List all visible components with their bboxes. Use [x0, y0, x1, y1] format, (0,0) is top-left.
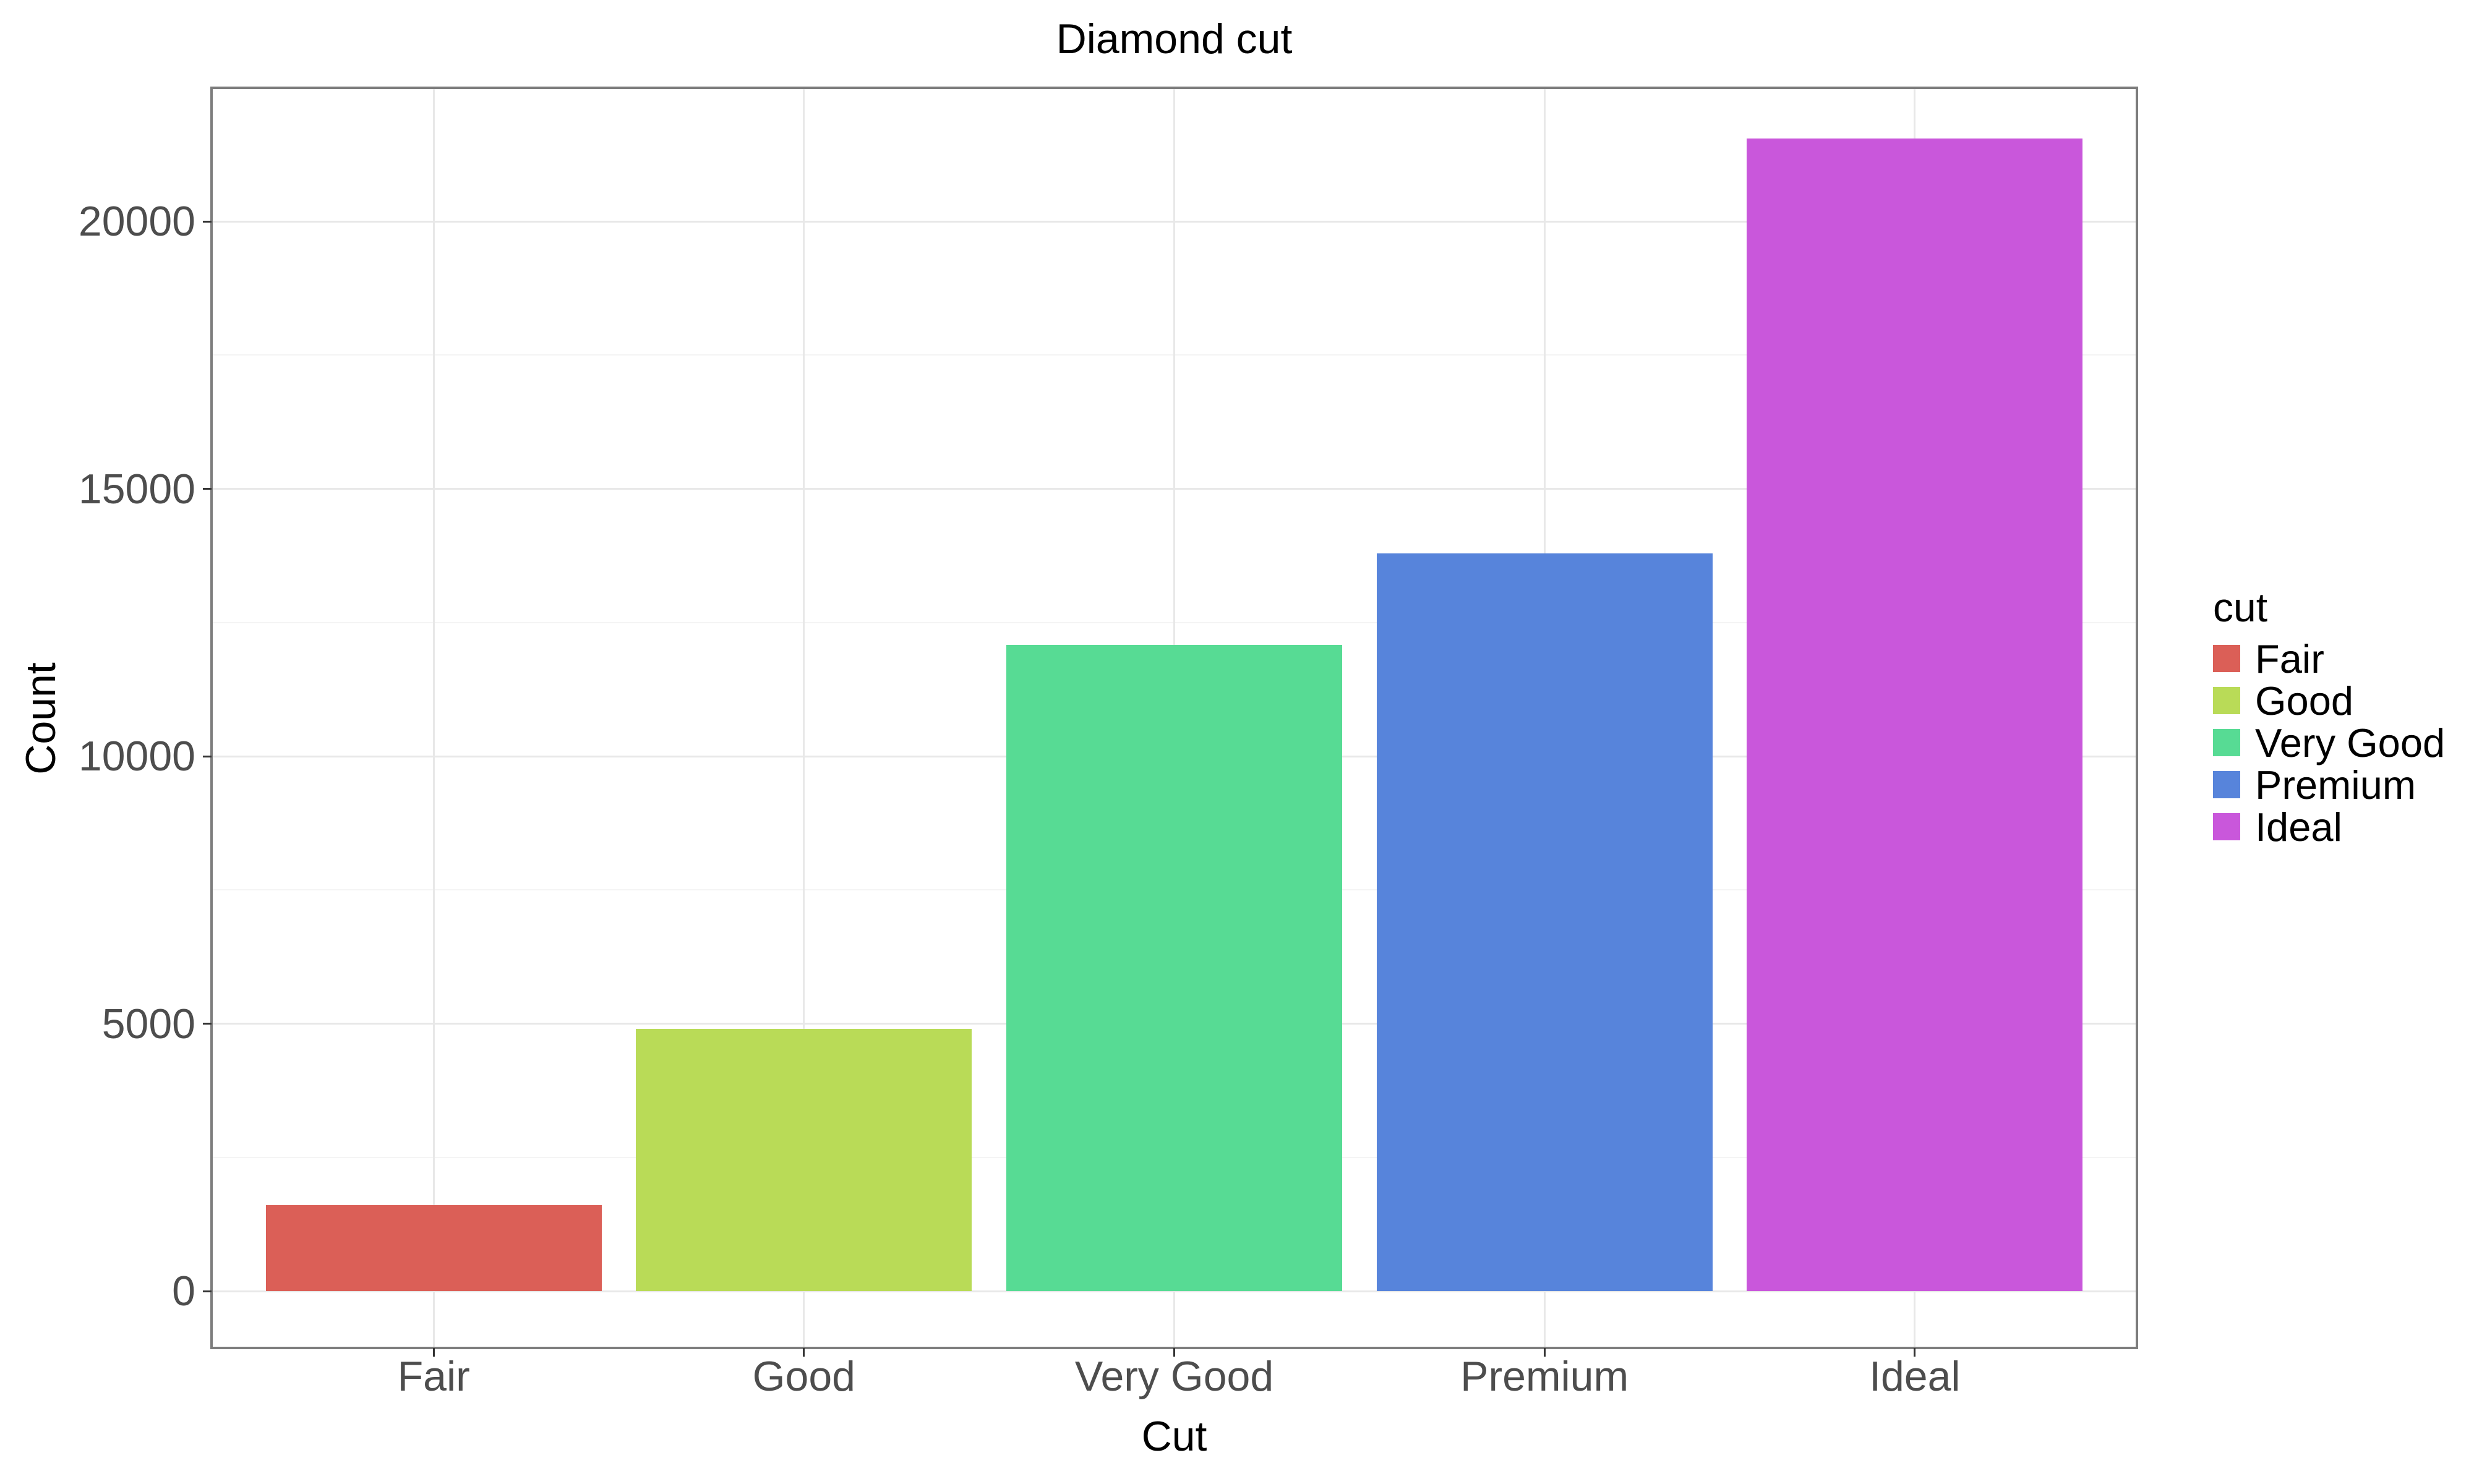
x-tick-premium	[1543, 1348, 1546, 1357]
bar-ideal	[1747, 139, 2082, 1291]
x-tick-label-fair: Fair	[397, 1353, 470, 1400]
y-tick-5000	[203, 1023, 212, 1025]
x-gridline-fair	[432, 88, 435, 1348]
legend-swatch-premium	[2213, 771, 2240, 798]
y-tick-label: 0	[172, 1268, 195, 1315]
legend-swatch-ideal	[2213, 813, 2240, 840]
legend-item-label: Fair	[2255, 636, 2324, 681]
bar-very-good	[1006, 645, 1342, 1291]
x-axis-title: Cut	[1141, 1413, 1207, 1460]
bar-fair	[266, 1205, 602, 1291]
legend-item-fair: Fair	[2213, 639, 2445, 679]
chart-title: Diamond cut	[1056, 15, 1293, 62]
legend-item-label: Good	[2255, 678, 2354, 723]
plot-panel	[212, 88, 2137, 1348]
legend-item-good: Good	[2213, 681, 2445, 721]
x-tick-label-premium: Premium	[1460, 1353, 1629, 1400]
y-tick-label: 20000	[78, 198, 195, 245]
legend-item-label: Very Good	[2255, 720, 2446, 765]
y-tick-label: 15000	[78, 465, 195, 513]
y-axis-title: Count	[17, 662, 64, 775]
legend-swatch-good	[2213, 687, 2240, 714]
x-tick-label-good: Good	[752, 1353, 856, 1400]
legend-item-very-good: Very Good	[2213, 723, 2445, 763]
x-tick-very-good	[1173, 1348, 1175, 1357]
legend-swatch-very-good	[2213, 729, 2240, 756]
legend-item-label: Ideal	[2255, 804, 2342, 850]
y-tick-10000	[203, 755, 212, 757]
bar-good	[636, 1029, 972, 1291]
x-tick-good	[803, 1348, 805, 1357]
legend-item-label: Premium	[2255, 762, 2416, 808]
legend-swatch-fair	[2213, 645, 2240, 672]
legend: cut Fair Good Very Good Premium Ideal	[2213, 586, 2445, 855]
x-tick-fair	[432, 1348, 435, 1357]
legend-item-premium: Premium	[2213, 765, 2445, 805]
y-tick-label: 5000	[101, 1000, 195, 1047]
x-tick-ideal	[1914, 1348, 1916, 1357]
y-tick-label: 10000	[78, 733, 195, 780]
legend-item-ideal: Ideal	[2213, 807, 2445, 847]
x-tick-label-very-good: Very Good	[1074, 1353, 1274, 1400]
legend-items: Fair Good Very Good Premium Ideal	[2213, 639, 2445, 847]
bar-premium	[1377, 553, 1713, 1291]
x-gridline-good	[803, 88, 805, 1348]
x-tick-label-ideal: Ideal	[1869, 1353, 1961, 1400]
legend-title: cut	[2213, 584, 2268, 630]
y-tick-20000	[203, 220, 212, 223]
y-tick-0	[203, 1290, 212, 1292]
y-tick-15000	[203, 488, 212, 490]
